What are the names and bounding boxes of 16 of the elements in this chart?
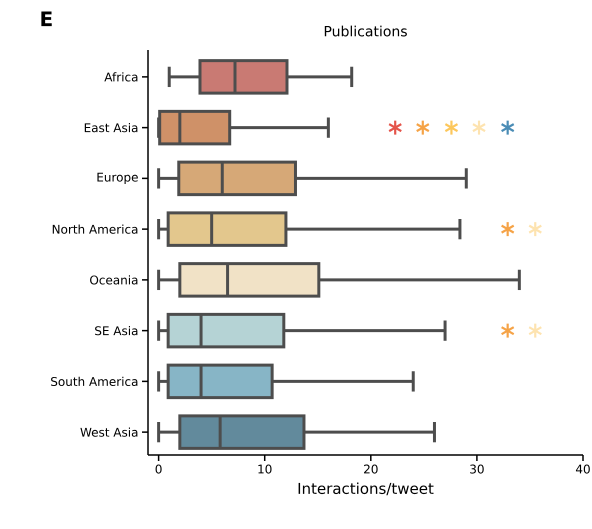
x-tick-label: 40 (576, 464, 590, 474)
y-tick-label: South America (51, 376, 138, 386)
x-tick-label: 0 (156, 464, 162, 474)
x-tick-label: 20 (364, 464, 378, 474)
y-tick-label: Africa (104, 72, 138, 82)
x-axis-title: Interactions/tweet (298, 482, 434, 496)
y-tick-label: North America (52, 224, 138, 234)
x-tick-label: 30 (470, 464, 484, 474)
y-tick-label: SE Asia (95, 326, 138, 336)
y-tick-label: West Asia (80, 428, 138, 437)
y-tick-label: Europe (97, 172, 138, 184)
x-tick-label: 10 (258, 464, 272, 474)
y-tick-label: Oceania (90, 275, 138, 285)
text: E (41, 12, 52, 26)
chart-title: Publications (324, 26, 407, 36)
y-tick-label: East Asia (84, 123, 138, 132)
